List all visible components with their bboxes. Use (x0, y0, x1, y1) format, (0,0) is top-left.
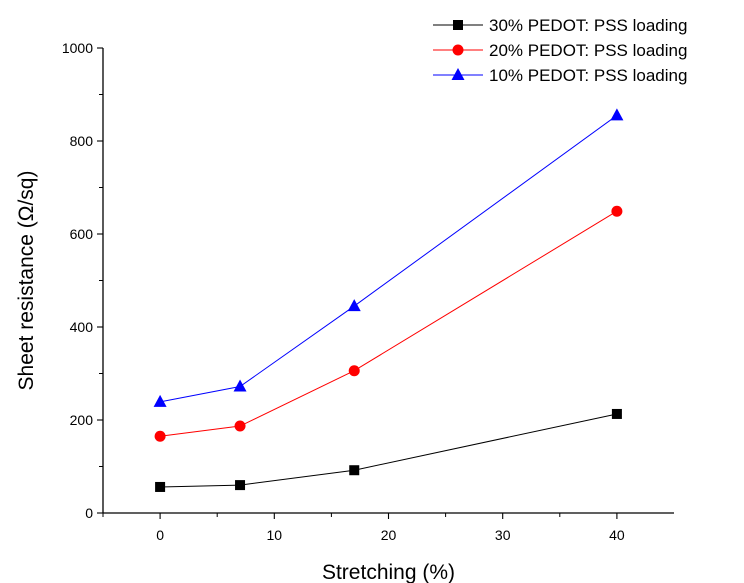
x-tick-label: 30 (495, 527, 511, 543)
legend-label: 30% PEDOT: PSS loading (489, 16, 687, 35)
y-tick-label: 400 (70, 319, 94, 335)
data-point (611, 408, 622, 419)
legend-marker (451, 68, 465, 80)
series-1 (155, 408, 622, 492)
legend-item: 30% PEDOT: PSS loading (433, 16, 687, 35)
x-tick-label: 0 (156, 527, 164, 543)
data-point (153, 394, 167, 407)
x-tick-label: 20 (381, 527, 397, 543)
series-3 (153, 108, 624, 407)
data-point (233, 379, 247, 392)
y-tick-label: 200 (70, 412, 94, 428)
legend-marker (453, 20, 463, 30)
legend-item: 10% PEDOT: PSS loading (433, 66, 687, 85)
series-layer (153, 108, 624, 492)
x-tick-label: 40 (609, 527, 625, 543)
series-line (160, 210, 618, 437)
data-point (234, 420, 246, 432)
y-tick-label: 0 (85, 505, 93, 521)
data-point (348, 365, 360, 377)
y-tick-label: 800 (70, 133, 94, 149)
legend-marker (452, 44, 464, 56)
y-tick-label: 1000 (62, 40, 93, 56)
data-point (235, 480, 246, 491)
data-point (611, 205, 623, 217)
x-tick-label: 10 (267, 527, 283, 543)
data-point (347, 299, 361, 312)
legend-label: 10% PEDOT: PSS loading (489, 66, 687, 85)
y-axis-title: Sheet resistance (Ω/sq) (15, 171, 38, 391)
series-line (160, 413, 618, 488)
data-point (155, 481, 166, 492)
x-axis-title: Stretching (%) (322, 561, 455, 583)
data-point (610, 108, 624, 121)
y-tick-label: 600 (70, 226, 94, 242)
data-point (154, 430, 166, 442)
legend-item: 20% PEDOT: PSS loading (433, 41, 687, 60)
legend: 30% PEDOT: PSS loading 20% PEDOT: PSS loa… (433, 16, 687, 85)
series-2 (154, 205, 623, 442)
data-point (349, 465, 360, 476)
series-line (160, 115, 618, 403)
legend-label: 20% PEDOT: PSS loading (489, 41, 687, 60)
